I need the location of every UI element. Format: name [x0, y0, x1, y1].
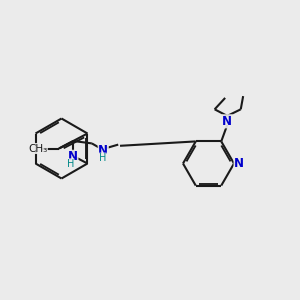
Text: H: H [99, 153, 106, 163]
Text: CH₃: CH₃ [28, 143, 47, 154]
Text: N: N [68, 150, 78, 163]
Text: N: N [234, 157, 244, 170]
Text: N: N [222, 115, 232, 128]
Text: H: H [67, 159, 74, 169]
Text: N: N [98, 143, 108, 157]
